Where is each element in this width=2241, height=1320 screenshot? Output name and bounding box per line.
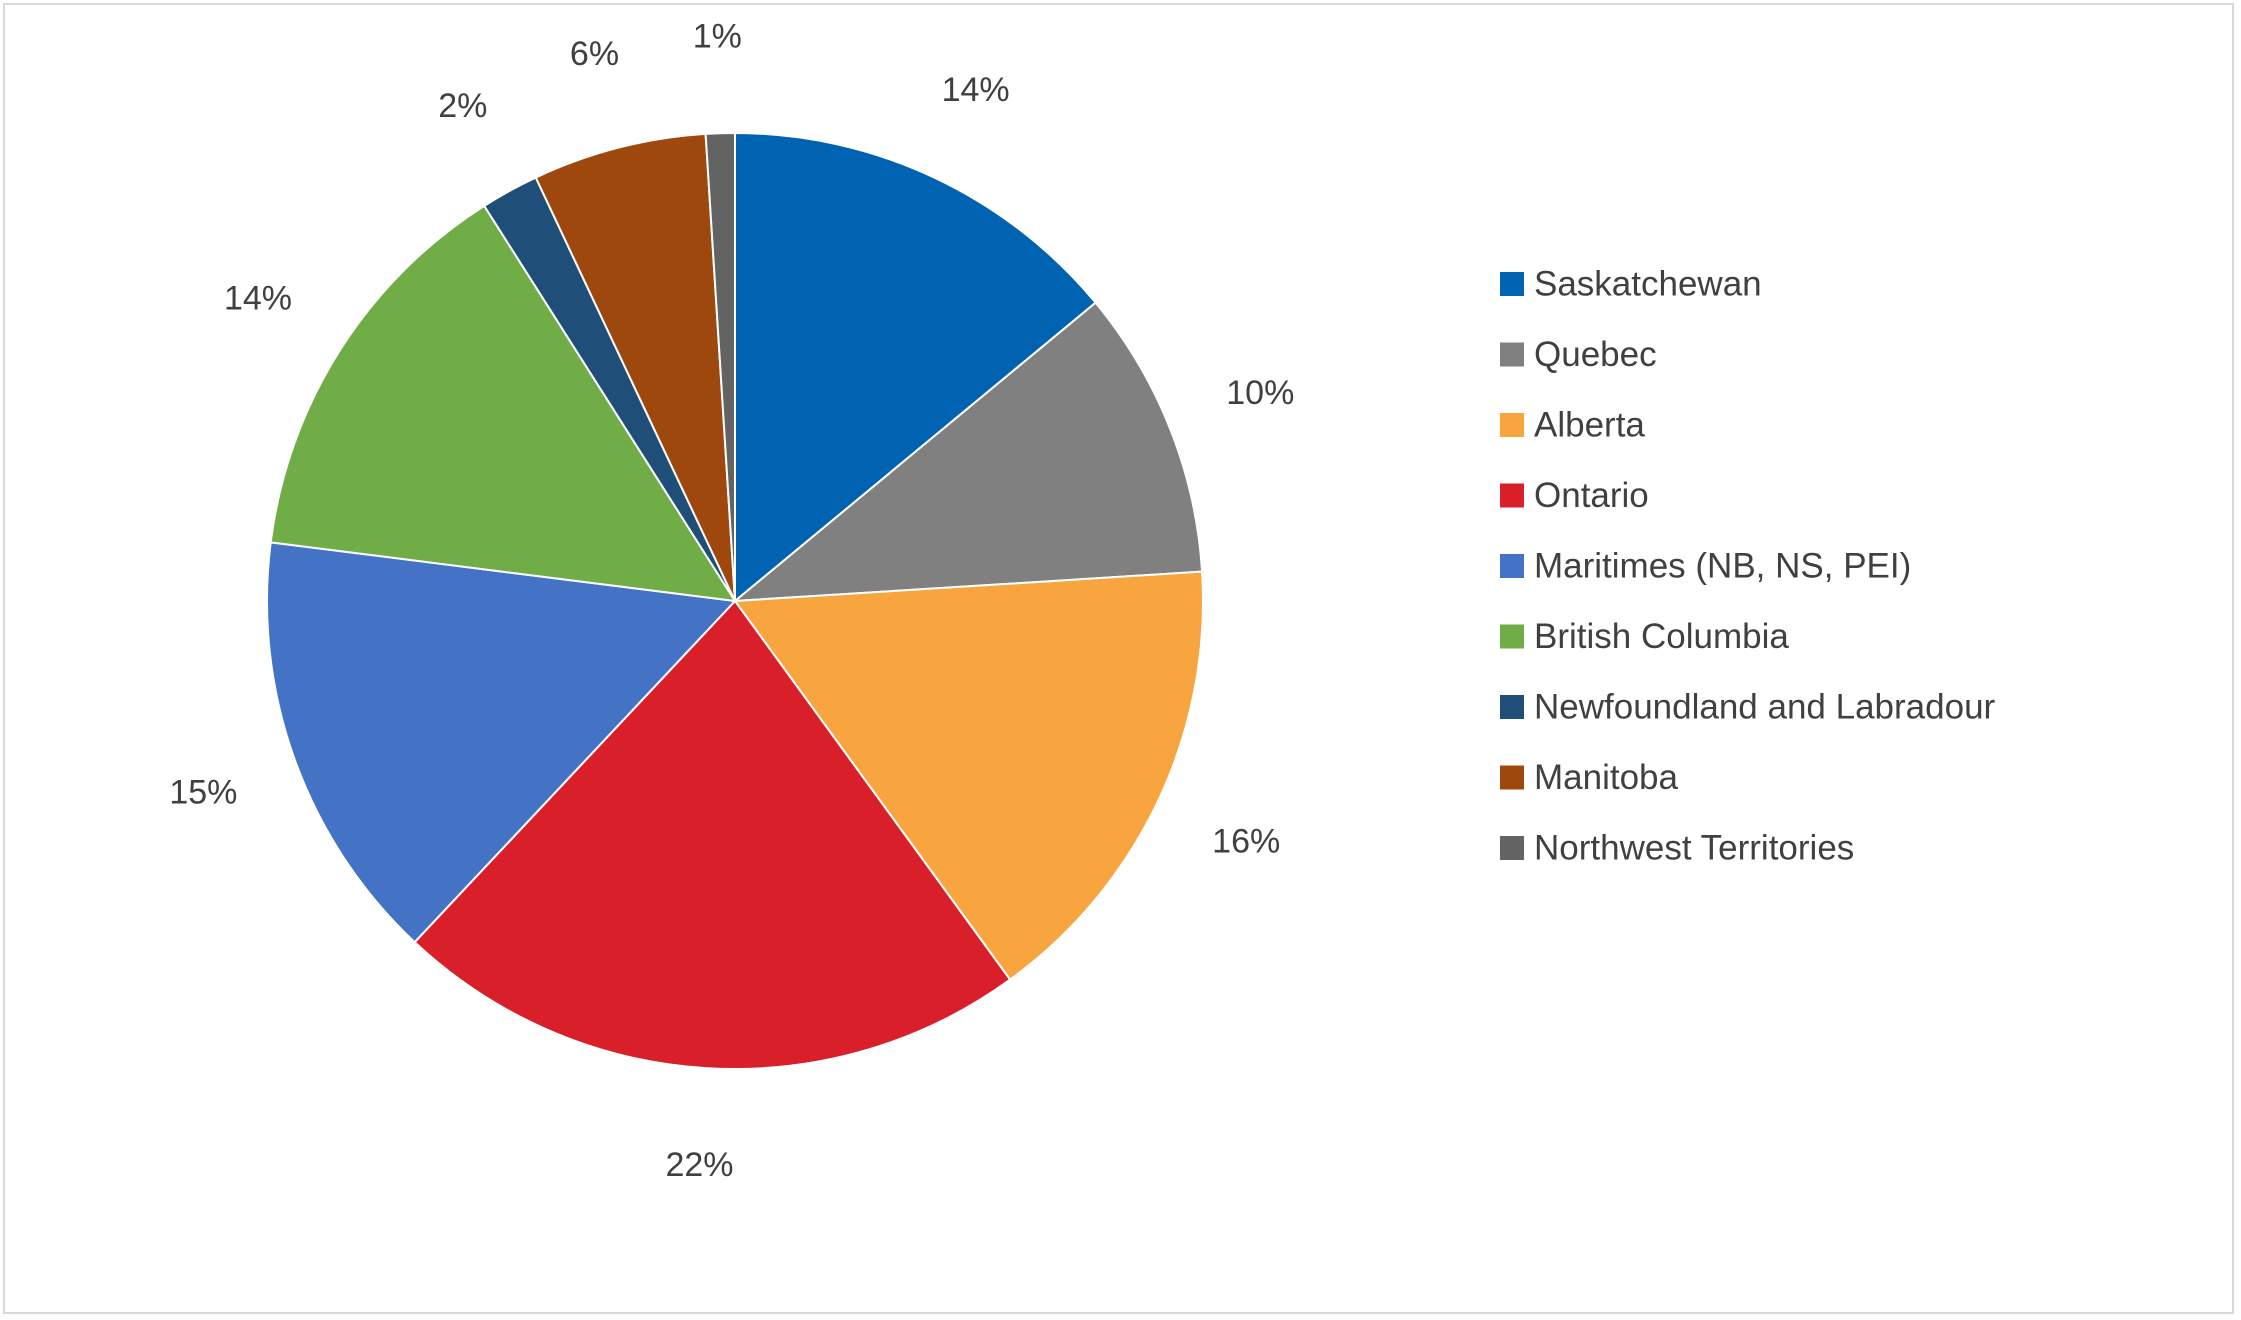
- legend-swatch-alberta: [1500, 413, 1524, 437]
- data-label-newfoundland-and-labradour: 2%: [438, 87, 487, 125]
- legend-item-quebec: Quebec: [1500, 335, 1657, 374]
- legend-item-manitoba: Manitoba: [1500, 758, 1679, 797]
- data-label-manitoba: 6%: [570, 35, 619, 73]
- legend-label-newfoundland-and-labradour: Newfoundland and Labradour: [1534, 688, 1996, 727]
- data-label-maritimes-nb-ns-pei: 15%: [169, 773, 237, 811]
- data-labels: 14% 10% 16% 22% 15% 14% 2% 6% 1%: [169, 17, 1294, 1184]
- legend-label-maritimes-nb-ns-pei: Maritimes (NB, NS, PEI): [1534, 547, 1911, 586]
- legend-item-maritimes-nb-ns-pei: Maritimes (NB, NS, PEI): [1500, 547, 1911, 586]
- legend-swatch-british-columbia: [1500, 624, 1524, 649]
- legend-swatch-quebec: [1500, 342, 1524, 367]
- legend-swatch-manitoba: [1500, 765, 1524, 790]
- legend: Saskatchewan Quebec Alberta Ontario Maritime…: [1500, 265, 1996, 868]
- pie-slice-saskatchewan: [734, 131, 1098, 604]
- pie-slice-quebec: [731, 301, 1204, 603]
- pie-slice-british-columbia: [269, 204, 737, 603]
- legend-swatch-newfoundland-and-labradour: [1500, 695, 1524, 719]
- legend-item-newfoundland-and-labradour: Newfoundland and Labradour: [1500, 688, 1996, 727]
- legend-label-manitoba: Manitoba: [1534, 758, 1679, 797]
- legend-item-british-columbia: British Columbia: [1500, 617, 1789, 656]
- pie-slice-manitoba: [534, 132, 736, 602]
- legend-swatch-saskatchewan: [1500, 272, 1524, 296]
- data-label-northwest-territories: 1%: [693, 17, 742, 55]
- data-label-quebec: 10%: [1226, 374, 1294, 412]
- data-label-ontario: 22%: [665, 1146, 733, 1184]
- legend-label-quebec: Quebec: [1534, 335, 1657, 374]
- legend-label-british-columbia: British Columbia: [1534, 617, 1789, 656]
- legend-item-ontario: Ontario: [1500, 476, 1649, 515]
- legend-swatch-ontario: [1500, 483, 1524, 508]
- data-label-british-columbia: 14%: [224, 279, 292, 317]
- legend-label-alberta: Alberta: [1534, 406, 1645, 445]
- pie-slice-ontario: [413, 599, 1012, 1070]
- legend-item-saskatchewan: Saskatchewan: [1500, 265, 1762, 304]
- pie-slice-alberta: [733, 570, 1204, 982]
- pie-slice-maritimes-nb-ns-pei: [266, 541, 738, 944]
- pie-slices: [266, 131, 1204, 1070]
- data-label-alberta: 16%: [1212, 823, 1280, 861]
- legend-label-ontario: Ontario: [1534, 476, 1649, 515]
- legend-swatch-maritimes-nb-ns-pei: [1500, 554, 1524, 578]
- legend-label-northwest-territories: Northwest Territories: [1534, 829, 1854, 868]
- legend-item-northwest-territories: Northwest Territories: [1500, 829, 1854, 868]
- legend-label-saskatchewan: Saskatchewan: [1534, 265, 1762, 304]
- legend-item-alberta: Alberta: [1500, 406, 1645, 445]
- pie-slice-northwest-territories: [704, 131, 736, 602]
- legend-swatch-northwest-territories: [1500, 836, 1524, 860]
- data-label-saskatchewan: 14%: [942, 71, 1010, 109]
